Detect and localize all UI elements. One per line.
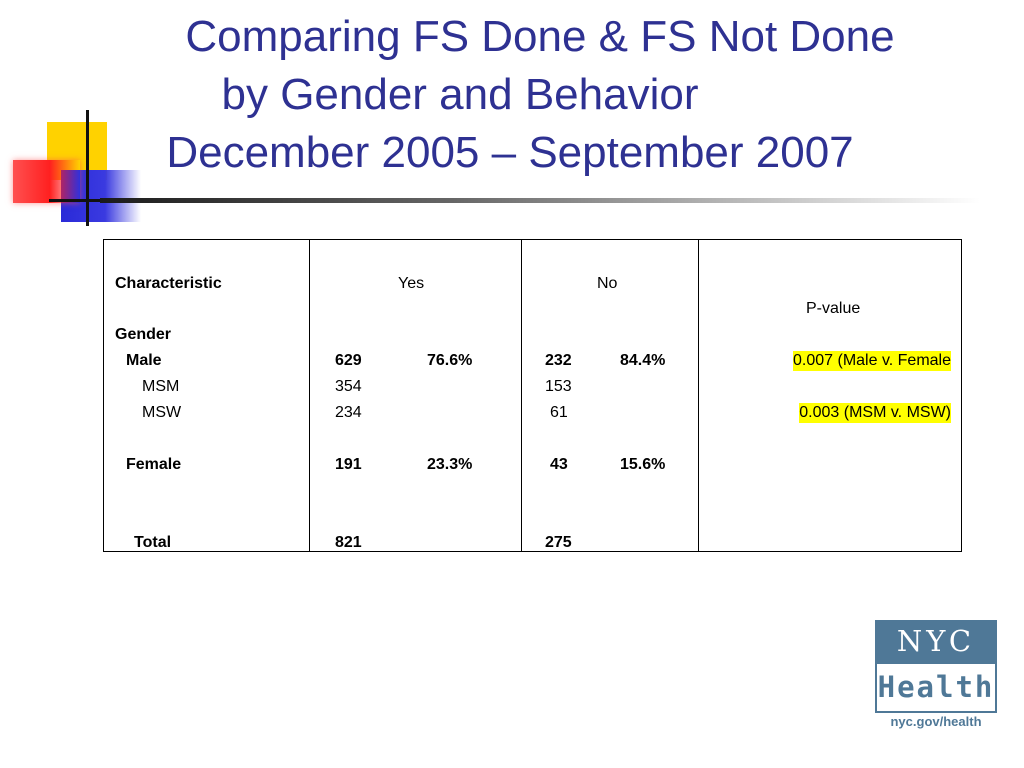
row-msm-no-count: 153	[545, 378, 572, 395]
row-male-label: Male	[126, 352, 162, 369]
nyc-health-logo: NYC Health nyc.gov/health	[875, 620, 997, 738]
row-msw-yes-count: 234	[335, 404, 362, 421]
logo-url-text: nyc.gov/health	[890, 714, 982, 729]
title-line-1: Comparing FS Done & FS Not Done	[185, 12, 895, 61]
row-female-yes-percent: 23.3%	[427, 456, 473, 473]
row-male-yes-count: 629	[335, 352, 362, 369]
header-pvalue: P-value	[806, 300, 861, 317]
decorative-red-square	[13, 160, 80, 203]
row-female-no-percent: 15.6%	[620, 456, 666, 473]
column-divider	[309, 240, 310, 551]
row-male-yes-percent: 76.6%	[427, 352, 473, 369]
row-msm-yes-count: 354	[335, 378, 362, 395]
row-male-no-percent: 84.4%	[620, 352, 666, 369]
row-male-no-count: 232	[545, 352, 572, 369]
gender-label: Gender	[115, 326, 172, 343]
title-line-2: by Gender and Behavior	[221, 70, 699, 119]
row-total-label: Total	[134, 534, 172, 551]
slide-title: Comparing FS Done & FS Not Done by Gende…	[130, 8, 950, 182]
title-underline	[100, 198, 980, 203]
row-msw-pvalue: 0.003 (MSM v. MSW)	[799, 403, 951, 423]
logo-nyc-text: NYC	[875, 620, 997, 662]
row-female-no-count: 43	[550, 456, 568, 473]
title-line-3: December 2005 – September 2007	[166, 128, 854, 177]
decorative-horizontal-line	[49, 199, 111, 202]
row-female-label: Female	[126, 456, 182, 473]
header-no: No	[597, 275, 618, 292]
row-msw-no-count: 61	[550, 404, 568, 421]
comparison-table: Characteristic Yes No P-value Gender Mal…	[103, 239, 962, 552]
row-msw-label: MSW	[142, 404, 182, 421]
column-divider	[698, 240, 699, 551]
logo-health-text: Health	[875, 662, 997, 713]
row-female-yes-count: 191	[335, 456, 362, 473]
column-divider	[521, 240, 522, 551]
header-yes: Yes	[398, 275, 425, 292]
row-male-pvalue: 0.007 (Male v. Female	[793, 351, 951, 371]
row-msm-label: MSM	[142, 378, 180, 395]
row-total-no-count: 275	[545, 534, 572, 551]
header-characteristic: Characteristic	[115, 275, 222, 292]
decorative-vertical-line	[86, 110, 89, 226]
row-total-yes-count: 821	[335, 534, 362, 551]
